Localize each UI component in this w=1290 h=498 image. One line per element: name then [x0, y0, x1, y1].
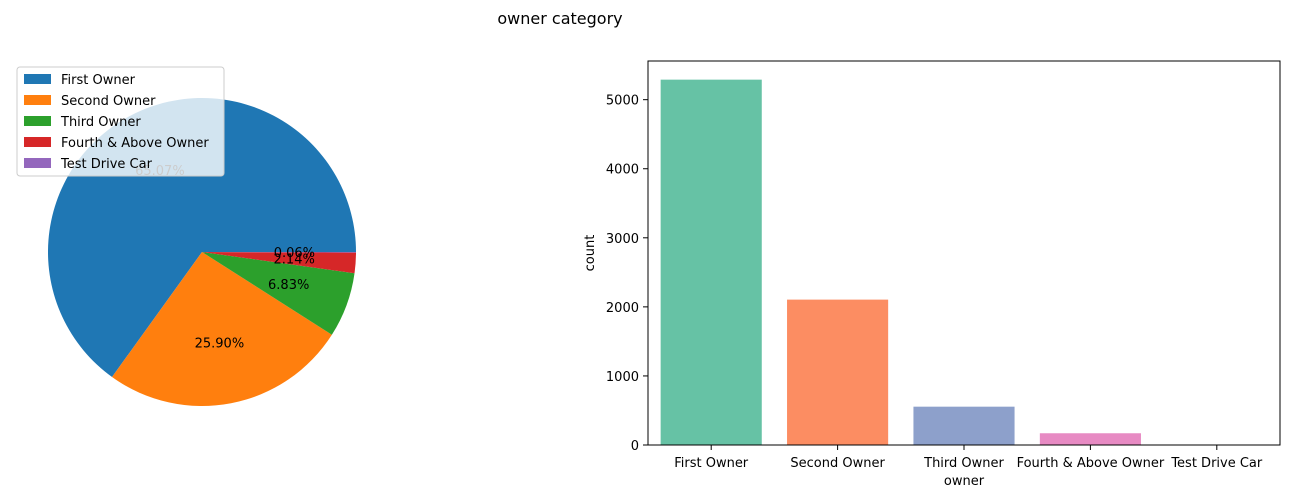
bar-x-axis-label: owner: [944, 474, 985, 489]
bar-fourth-and-above-owner: [1039, 433, 1141, 445]
x-tick-label-second-owner: Second Owner: [790, 456, 885, 471]
bar-y-axis-label: count: [583, 235, 598, 272]
pie-percent-label-fourth-and-above-owner: 2.14%: [274, 253, 315, 268]
x-tick-label-test-drive-car: Test Drive Car: [1170, 456, 1263, 471]
pie-legend-label-fourth-and-above-owner: Fourth & Above Owner: [61, 136, 209, 151]
bar-first-owner: [660, 79, 762, 446]
pie-percent-label-third-owner: 6.83%: [268, 278, 309, 293]
x-tick-label-third-owner: Third Owner: [923, 456, 1004, 471]
pie-legend-frame: [16, 66, 225, 177]
pie-percent-label-test-drive-car: 0.06%: [274, 246, 315, 261]
y-tick-label: 1000: [606, 370, 639, 385]
pie-legend-swatch-first-owner: [24, 74, 51, 84]
pie-legend-swatch-test-drive-car: [24, 158, 51, 168]
bar-second-owner: [787, 299, 889, 445]
pie-slice-test-drive-car: [202, 252, 357, 253]
pie-percent-label-second-owner: 25.90%: [195, 337, 245, 352]
bar-chart: 0 1000 2000 3000 4000 5000 First Owner Second …: [583, 60, 1281, 489]
pie-slice-third-owner: [202, 252, 355, 335]
x-tick-label-first-owner: First Owner: [674, 456, 749, 471]
bar-third-owner: [913, 406, 1015, 445]
y-tick-label: 0: [631, 439, 639, 454]
pie-slice-fourth-and-above-owner: [202, 252, 356, 274]
pie-legend-label-second-owner: Second Owner: [61, 94, 156, 109]
pie-slice-second-owner: [112, 252, 332, 407]
figure-title: owner category: [497, 9, 622, 28]
pie-legend-swatch-second-owner: [24, 95, 51, 105]
x-tick-label-fourth-and-above-owner: Fourth & Above Owner: [1017, 456, 1165, 471]
pie-legend: First Owner Second Owner Third Owner Fourth…: [16, 66, 225, 177]
y-tick-label: 4000: [606, 163, 639, 178]
y-tick-label: 3000: [606, 232, 639, 247]
pie-legend-label-test-drive-car: Test Drive Car: [60, 157, 153, 172]
pie-legend-swatch-third-owner: [24, 116, 51, 126]
y-tick-label: 2000: [606, 301, 639, 316]
y-tick-label: 5000: [606, 94, 639, 109]
pie-legend-label-third-owner: Third Owner: [60, 115, 141, 130]
pie-chart: 65.07%25.90%6.83%2.14%0.06% First OwnerS…: [16, 66, 357, 407]
pie-legend-swatch-fourth-and-above-owner: [24, 137, 51, 147]
pie-legend-label-first-owner: First Owner: [61, 73, 136, 88]
